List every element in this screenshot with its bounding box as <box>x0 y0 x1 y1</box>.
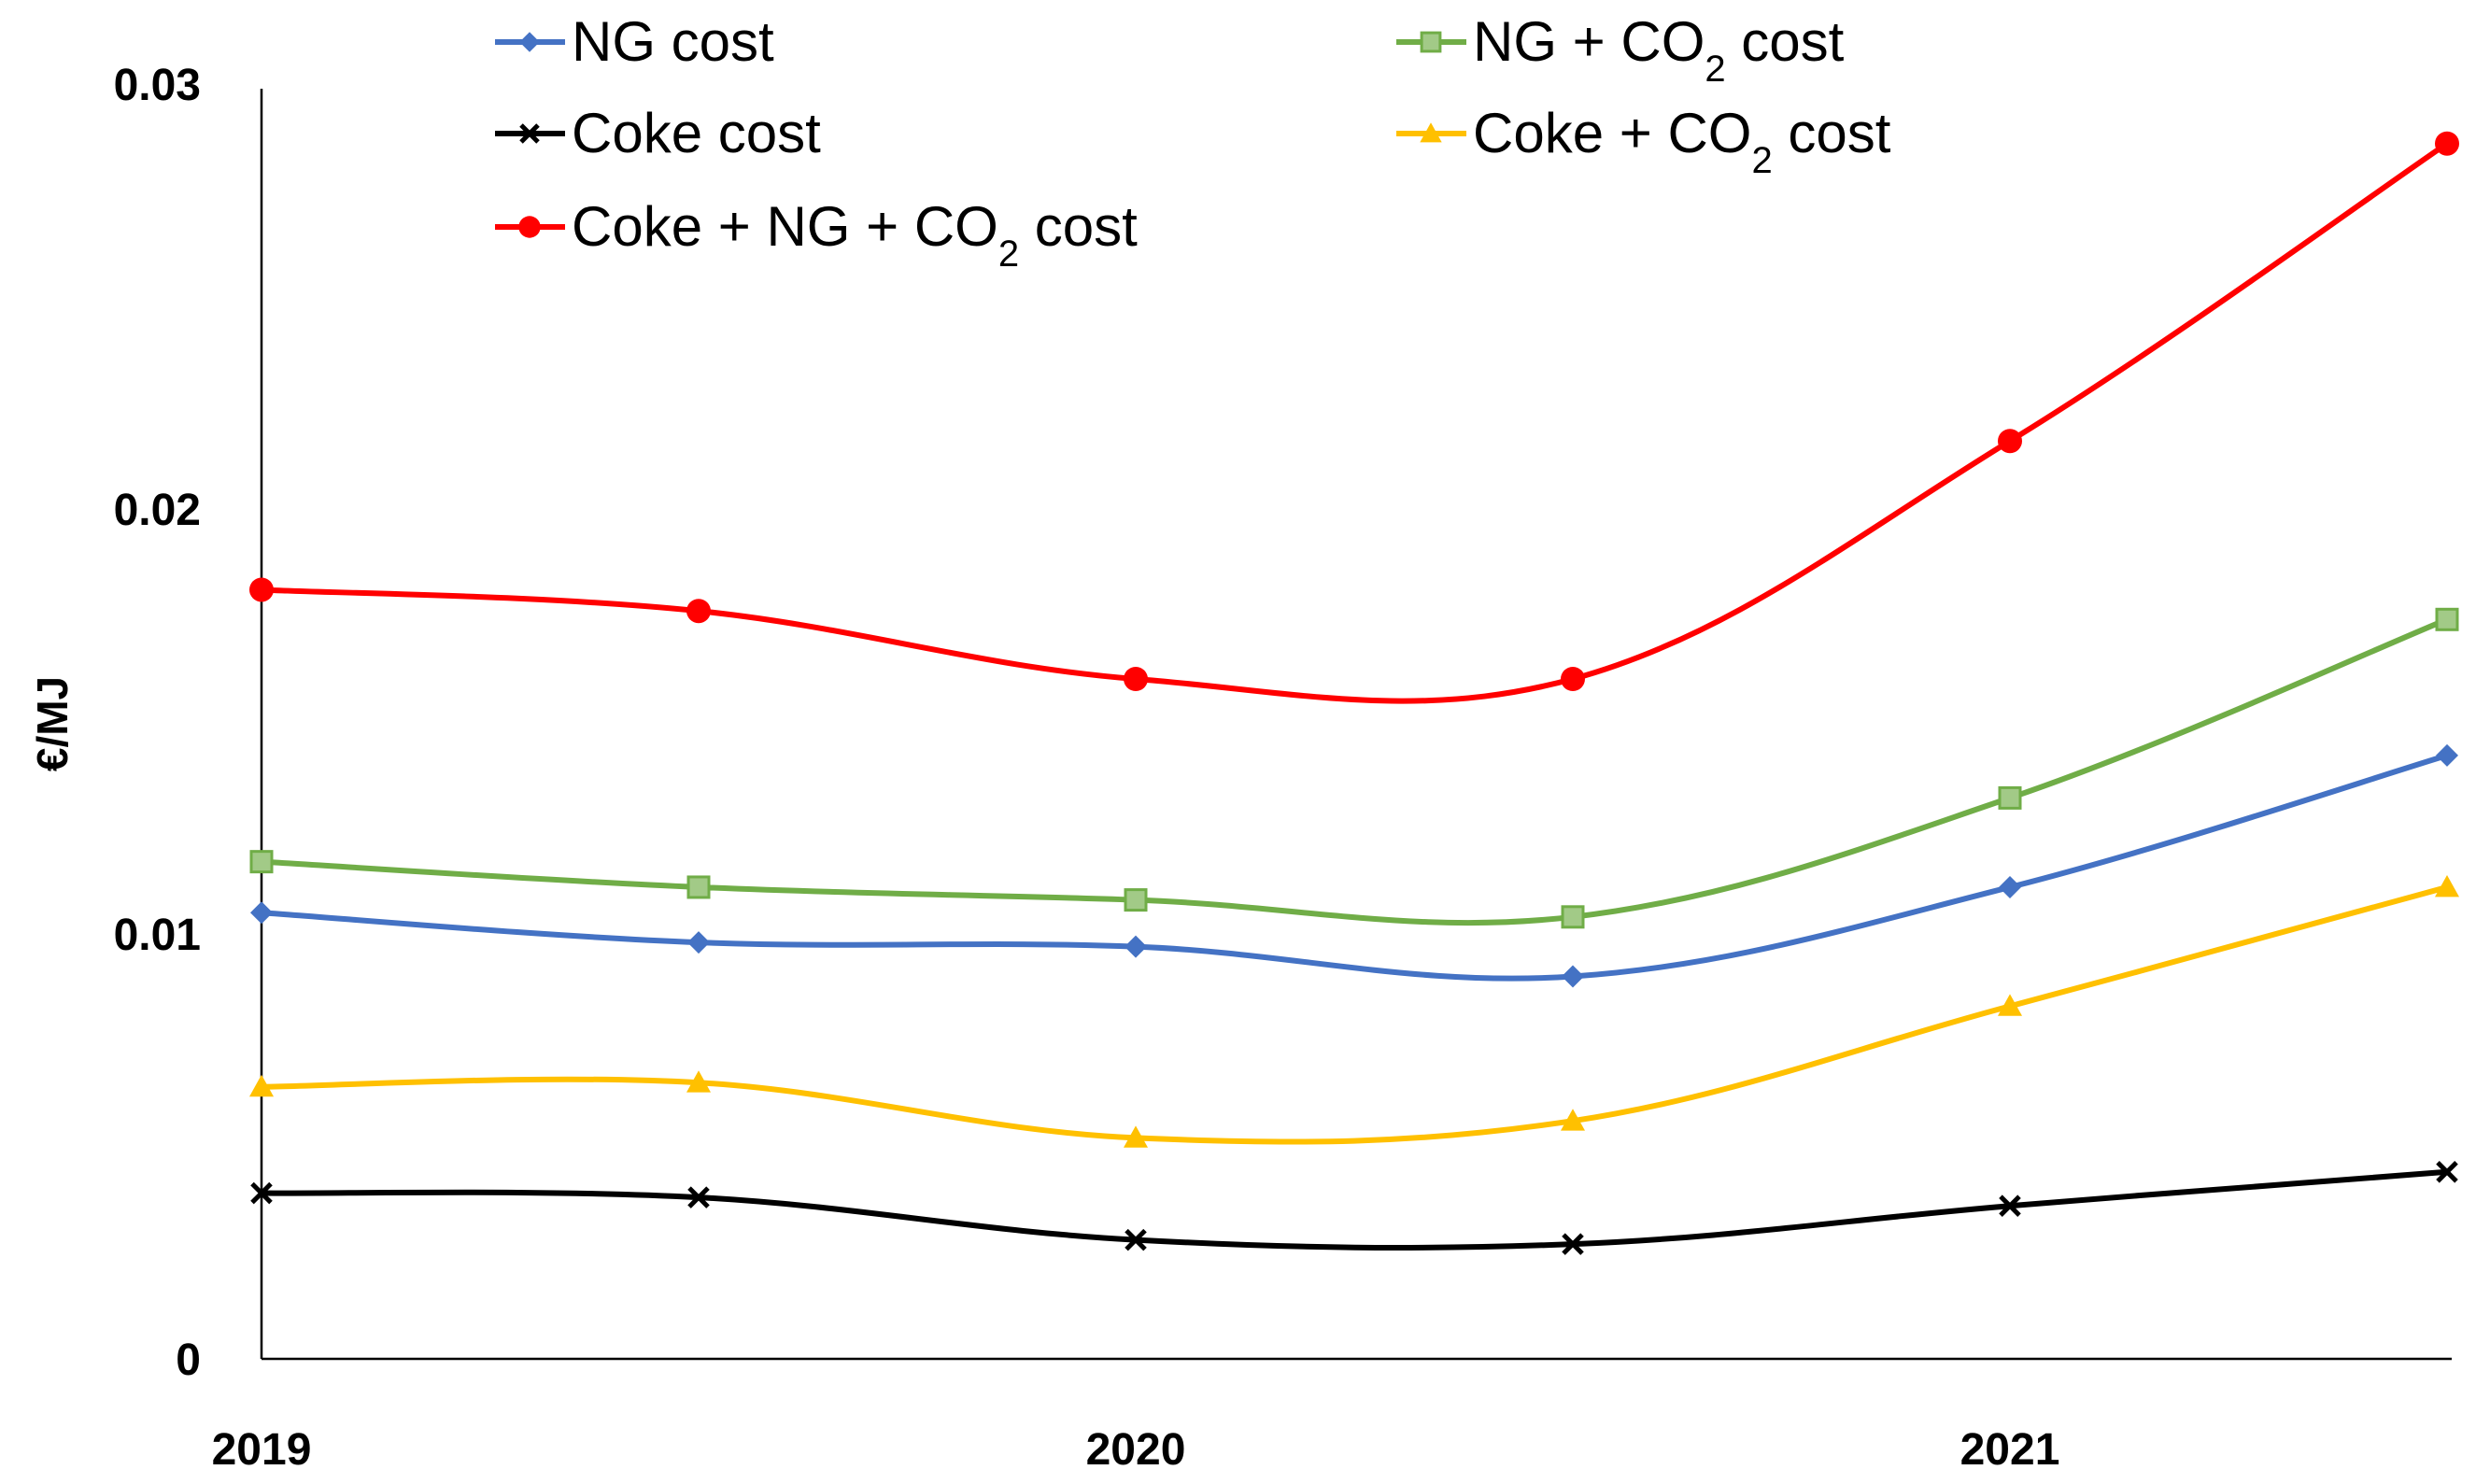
data-point-coke-ng-co2-cost <box>686 599 711 624</box>
data-point-coke-cost <box>250 1181 273 1205</box>
legend-item-coke-ng-co2-cost: Coke + NG + CO2 cost <box>495 195 1138 275</box>
data-point-coke-cost <box>1562 1233 1584 1255</box>
legend-marker <box>1420 31 1442 53</box>
data-point-coke-co2-cost <box>1124 1125 1148 1148</box>
legend-marker <box>1420 122 1442 143</box>
legend-item-coke-cost: Coke cost <box>495 102 821 164</box>
legend-marker <box>519 32 540 52</box>
series-coke-ng-co2-cost <box>249 131 2459 704</box>
legend-label: NG + CO2 cost <box>1473 10 1845 90</box>
data-point-coke-co2-cost <box>2435 874 2459 897</box>
legend-item-coke-co2-cost: Coke + CO2 cost <box>1396 102 1891 181</box>
legend-marker <box>518 216 541 238</box>
series-ng-cost <box>250 743 2458 988</box>
data-point-ng-co2-cost <box>1998 785 2022 810</box>
data-point-coke-ng-co2-cost <box>1998 429 2022 454</box>
data-point-coke-cost <box>1999 1194 2021 1217</box>
data-point-coke-ng-co2-cost <box>2435 131 2459 156</box>
data-point-ng-cost <box>1999 875 2021 898</box>
y-tick-label: 0.02 <box>114 486 201 535</box>
legend-item-ng-co2-cost: NG + CO2 cost <box>1396 10 1845 90</box>
series-coke-co2-cost <box>249 874 2459 1148</box>
data-point-coke-co2-cost <box>686 1070 711 1093</box>
x-tick-label: 2020 <box>1086 1425 1186 1475</box>
data-point-ng-co2-cost <box>1561 905 1585 929</box>
legend-label: NG cost <box>572 10 774 73</box>
data-point-ng-cost <box>687 931 710 954</box>
data-point-ng-co2-cost <box>2435 607 2459 631</box>
data-point-coke-co2-cost <box>1998 994 2022 1016</box>
data-point-ng-cost <box>2436 743 2458 767</box>
legend-label: Coke cost <box>572 102 821 164</box>
data-point-coke-co2-cost <box>1561 1109 1585 1131</box>
series-line-ng-co2-cost <box>261 616 2449 926</box>
legend-marker <box>519 123 540 144</box>
series-line-coke-cost <box>261 1168 2448 1251</box>
data-point-ng-cost <box>1125 935 1147 958</box>
series-line-coke-ng-co2-cost <box>261 141 2449 704</box>
data-point-ng-cost <box>1562 965 1584 988</box>
data-point-coke-ng-co2-cost <box>1561 667 1585 691</box>
data-point-ng-co2-cost <box>686 875 711 899</box>
series-ng-co2-cost <box>249 607 2459 929</box>
data-point-coke-cost <box>1125 1228 1147 1251</box>
x-tick-label: 2019 <box>212 1425 312 1475</box>
legend-item-ng-cost: NG cost <box>495 10 774 73</box>
legend-label: Coke + CO2 cost <box>1473 102 1891 181</box>
data-point-ng-cost <box>250 901 273 925</box>
y-axis-label: €/MJ <box>28 676 77 771</box>
y-tick-label: 0 <box>176 1336 201 1385</box>
legend-label: Coke + NG + CO2 cost <box>572 195 1138 275</box>
y-tick-label: 0.01 <box>114 911 201 960</box>
data-point-coke-ng-co2-cost <box>1124 667 1148 691</box>
data-point-coke-cost <box>687 1186 710 1208</box>
data-point-coke-cost <box>2436 1161 2458 1183</box>
series-coke-cost <box>250 1161 2458 1255</box>
data-point-ng-co2-cost <box>1124 888 1148 912</box>
data-point-coke-ng-co2-cost <box>249 577 274 602</box>
series-line-coke-co2-cost <box>261 884 2448 1145</box>
y-tick-label: 0.03 <box>114 61 201 110</box>
x-tick-label: 2021 <box>1960 1425 2060 1475</box>
series-line-ng-cost <box>261 753 2448 982</box>
data-point-ng-co2-cost <box>249 850 274 874</box>
data-point-coke-co2-cost <box>249 1074 274 1097</box>
